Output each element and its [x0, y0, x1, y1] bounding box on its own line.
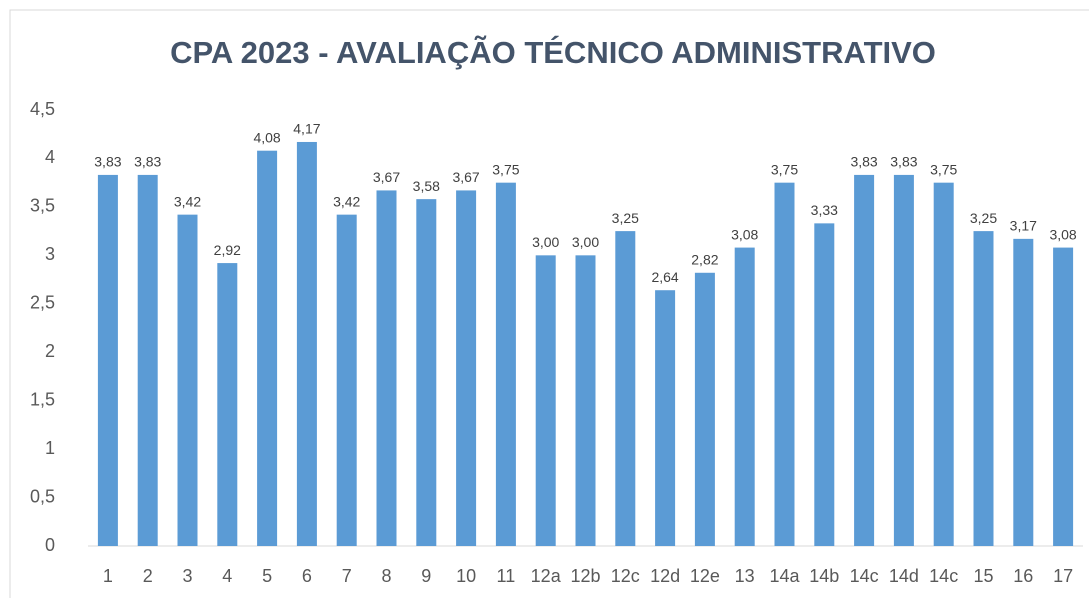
- x-tick-label: 2: [143, 566, 153, 586]
- value-label: 3,83: [890, 154, 917, 170]
- chart-title: CPA 2023 - AVALIAÇÃO TÉCNICO ADMINISTRAT…: [170, 35, 936, 70]
- bar: [814, 223, 835, 547]
- bar: [257, 150, 278, 546]
- x-tick-label: 12d: [650, 566, 680, 586]
- value-label: 3,83: [134, 154, 161, 170]
- bar: [854, 174, 875, 546]
- y-tick-label: 4: [45, 147, 55, 167]
- x-tick-label: 7: [342, 566, 352, 586]
- bar: [1053, 247, 1074, 547]
- y-tick-label: 3: [45, 244, 55, 264]
- value-label: 3,42: [333, 193, 360, 209]
- bar: [217, 263, 238, 546]
- x-tick-label: 12a: [531, 566, 562, 586]
- x-tick-label: 14a: [769, 566, 800, 586]
- bar: [535, 255, 556, 547]
- bar: [1013, 238, 1034, 546]
- bar: [893, 174, 914, 546]
- value-label: 3,75: [771, 161, 798, 177]
- bar: [336, 214, 357, 546]
- x-tick-label: 14d: [889, 566, 919, 586]
- value-label: 2,64: [651, 269, 678, 285]
- bar: [933, 182, 954, 546]
- x-tick-label: 11: [497, 566, 516, 586]
- x-tick-label: 10: [456, 566, 476, 586]
- value-label: 3,33: [811, 202, 838, 218]
- x-tick-label: 15: [973, 566, 993, 586]
- value-label: 2,92: [214, 242, 241, 258]
- bar: [973, 231, 994, 546]
- y-tick-label: 2: [45, 341, 55, 361]
- value-label: 3,67: [452, 169, 479, 185]
- value-label: 4,17: [293, 121, 320, 137]
- value-label: 4,08: [253, 129, 280, 145]
- value-label: 3,42: [174, 193, 201, 209]
- x-tick-label: 16: [1013, 566, 1033, 586]
- x-tick-label: 17: [1053, 566, 1073, 586]
- x-tick-label: 14b: [809, 566, 839, 586]
- x-tick-label: 14c: [850, 566, 879, 586]
- x-tick-label: 1: [103, 566, 113, 586]
- y-tick-label: 1,5: [30, 389, 55, 409]
- x-tick-label: 8: [381, 566, 391, 586]
- value-label: 3,17: [1010, 218, 1037, 234]
- bar: [615, 231, 636, 546]
- value-label: 3,08: [731, 226, 758, 242]
- bar: [296, 141, 317, 546]
- bar: [694, 272, 715, 546]
- bar: [416, 199, 437, 547]
- y-tick-label: 0,5: [30, 486, 55, 506]
- bar: [97, 174, 118, 546]
- x-tick-label: 14c: [929, 566, 958, 586]
- value-label: 3,67: [373, 169, 400, 185]
- y-tick-label: 0: [45, 535, 55, 555]
- bar: [734, 247, 755, 547]
- y-tick-label: 1: [45, 438, 55, 458]
- bar: [177, 214, 198, 546]
- value-label: 3,58: [413, 178, 440, 194]
- bar: [376, 190, 397, 546]
- value-label: 3,75: [492, 161, 519, 177]
- value-label: 3,08: [1049, 226, 1076, 242]
- value-label: 3,25: [970, 210, 997, 226]
- x-tick-label: 5: [262, 566, 272, 586]
- bar: [774, 182, 795, 546]
- x-tick-label: 9: [421, 566, 431, 586]
- value-label: 3,25: [612, 210, 639, 226]
- x-tick-label: 13: [735, 566, 755, 586]
- y-tick-label: 3,5: [30, 196, 55, 216]
- x-tick-label: 12b: [570, 566, 600, 586]
- x-tick-label: 12e: [690, 566, 720, 586]
- value-label: 3,00: [572, 234, 599, 250]
- x-tick-label: 3: [182, 566, 192, 586]
- y-tick-label: 2,5: [30, 293, 55, 313]
- value-label: 3,75: [930, 161, 957, 177]
- x-tick-label: 12c: [611, 566, 640, 586]
- bar: [456, 190, 477, 546]
- value-label: 3,83: [94, 154, 121, 170]
- x-tick-label: 4: [222, 566, 232, 586]
- bar: [575, 255, 596, 547]
- x-tick-label: 6: [302, 566, 312, 586]
- value-label: 3,83: [850, 154, 877, 170]
- bar: [137, 174, 158, 546]
- value-label: 3,00: [532, 234, 559, 250]
- y-tick-label: 4,5: [30, 99, 55, 119]
- bar: [655, 290, 676, 546]
- bar: [495, 182, 516, 546]
- value-label: 2,82: [691, 251, 718, 267]
